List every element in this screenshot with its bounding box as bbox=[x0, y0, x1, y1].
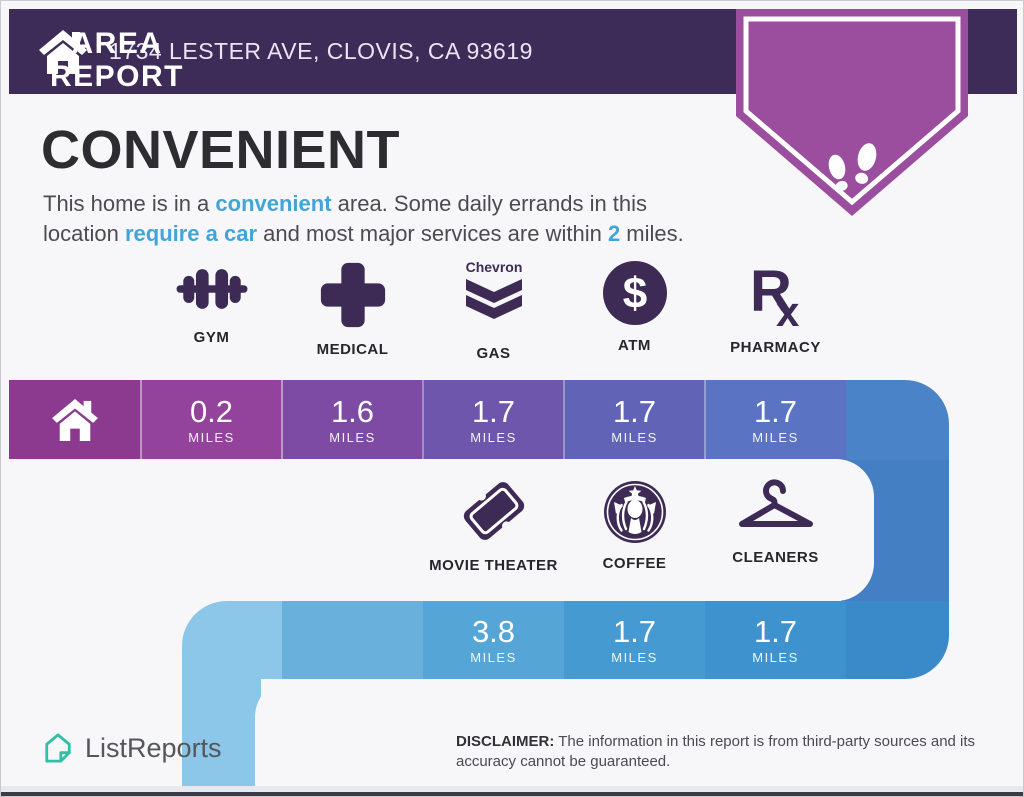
gym-icon bbox=[176, 269, 247, 309]
starbucks-coffee-icon bbox=[603, 481, 666, 543]
amenity-label: GAS bbox=[476, 345, 511, 362]
accent-require-a-car: require a car bbox=[124, 221, 258, 246]
distance-pharmacy: 1.7 MILES bbox=[752, 393, 799, 445]
amenity-coffee: COFFEE bbox=[564, 479, 705, 572]
amenity-label: GYM bbox=[193, 329, 230, 346]
svg-text:R: R bbox=[750, 259, 792, 324]
movie-ticket-icon bbox=[463, 482, 524, 540]
amenity-label: MOVIE THEATER bbox=[429, 557, 558, 574]
amenity-atm: $ ATM bbox=[564, 259, 705, 354]
disclaimer-label: DISCLAIMER: bbox=[456, 733, 555, 750]
atm-dollar-icon: $ bbox=[602, 261, 667, 325]
listreports-house-icon bbox=[45, 733, 71, 763]
window-bottom-inner-edge bbox=[1, 786, 1023, 792]
rx-icon: R x bbox=[750, 259, 800, 329]
amenity-gym: GYM bbox=[141, 259, 282, 346]
chevron-gas-icon: Chevron bbox=[465, 259, 522, 319]
disclaimer: DISCLAIMER: The information in this repo… bbox=[456, 733, 976, 770]
svg-text:x: x bbox=[776, 288, 800, 329]
accent-miles-value: 2 bbox=[607, 221, 621, 246]
route-home-cell bbox=[9, 380, 141, 460]
medical-cross-icon bbox=[320, 262, 385, 328]
amenity-label: CLEANERS bbox=[732, 549, 819, 566]
amenity-label: MEDICAL bbox=[316, 341, 389, 358]
page-title: CONVENIENT bbox=[41, 120, 401, 180]
listreports-wordmark: ListReports bbox=[85, 732, 222, 763]
property-address: 1734 LESTER AVE, CLOVIS, CA 93619 bbox=[109, 38, 533, 64]
amenity-pharmacy: R x PHARMACY bbox=[705, 259, 846, 356]
distance-gym: 0.2 MILES bbox=[188, 393, 235, 445]
amenity-label: ATM bbox=[618, 337, 651, 354]
amenity-movie-theater: MOVIE THEATER bbox=[423, 479, 564, 574]
hanger-icon bbox=[738, 479, 813, 527]
distance-cleaners: 1.7 MILES bbox=[752, 613, 799, 665]
window-bottom-edge bbox=[1, 792, 1023, 796]
amenity-cleaners: CLEANERS bbox=[705, 479, 846, 566]
footprints-icon bbox=[828, 143, 877, 191]
distance-medical: 1.6 MILES bbox=[329, 393, 376, 445]
distance-atm: 1.7 MILES bbox=[611, 393, 658, 445]
distance-movie-theater: 3.8 MILES bbox=[470, 613, 517, 665]
home-icon bbox=[52, 399, 98, 441]
description-text: This home is in a convenient area. Some … bbox=[43, 191, 684, 246]
area-report-badge bbox=[736, 9, 968, 216]
distance-coffee: 1.7 MILES bbox=[611, 613, 658, 665]
chevron-brand-text: Chevron bbox=[465, 259, 522, 275]
amenity-medical: MEDICAL bbox=[282, 259, 423, 358]
listreports-logo: ListReports bbox=[43, 732, 222, 764]
accent-convenient: convenient bbox=[215, 191, 332, 216]
home-icon bbox=[39, 29, 87, 74]
amenity-gas: Chevron GAS bbox=[423, 259, 564, 362]
svg-text:$: $ bbox=[622, 269, 646, 318]
amenity-label: PHARMACY bbox=[730, 339, 821, 356]
badge-title: AREA REPORT bbox=[49, 27, 184, 93]
amenity-label: COFFEE bbox=[602, 555, 667, 572]
distance-gas: 1.7 MILES bbox=[470, 393, 517, 445]
